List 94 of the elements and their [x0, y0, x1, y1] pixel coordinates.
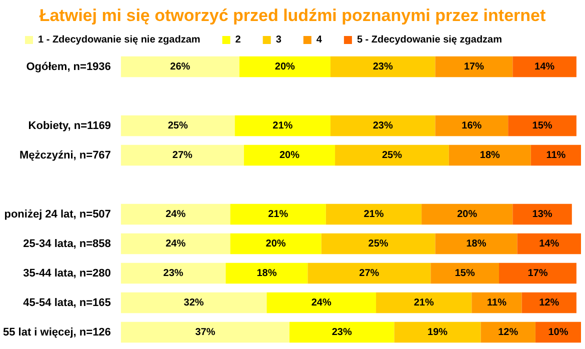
bar: [120, 115, 235, 136]
y-tick-label: Kobiety, n=1169: [28, 120, 111, 132]
bar: [226, 262, 308, 284]
data-label: 27%: [172, 150, 193, 161]
bar: [230, 204, 326, 225]
bar: [326, 204, 422, 225]
bar: [266, 292, 376, 314]
chart-title: Łatwiej mi się otworzyć przed ludźmi poznanymi przez internet: [39, 6, 546, 25]
data-label: 15%: [454, 268, 475, 279]
bar: [522, 292, 576, 314]
data-label: 20%: [266, 238, 286, 250]
y-tick-label: 55 lat i więcej, n=126: [2, 326, 111, 338]
data-label: 21%: [364, 208, 384, 220]
bar: [394, 322, 481, 343]
y-tick-label: Mężczyźni, n=767: [20, 149, 111, 162]
bar: [530, 144, 581, 166]
bar: [289, 322, 394, 343]
data-label: 24%: [166, 238, 186, 250]
data-label: 37%: [195, 326, 216, 338]
data-label: 21%: [414, 297, 434, 308]
bar: [244, 144, 336, 166]
bar: [517, 233, 581, 254]
data-label: 25%: [168, 120, 188, 132]
data-label: 17%: [464, 61, 484, 72]
bar: [448, 144, 531, 166]
data-label: 24%: [311, 297, 332, 308]
data-label: 32%: [184, 297, 204, 308]
bar: [480, 322, 536, 343]
bar: [120, 233, 230, 254]
bar: [472, 292, 522, 314]
data-label: 23%: [332, 326, 352, 338]
data-label: 25%: [382, 150, 402, 161]
data-label: 23%: [372, 61, 393, 72]
bar: [335, 144, 449, 166]
data-label: 20%: [274, 61, 296, 72]
data-label: 11%: [546, 150, 566, 161]
data-label: 13%: [532, 208, 552, 220]
y-tick-label: Ogółem, n=1936: [26, 60, 111, 73]
data-label: 14%: [534, 61, 555, 72]
bar: [120, 56, 240, 78]
bar: [234, 115, 330, 136]
data-label: 12%: [539, 297, 560, 308]
data-label: 25%: [368, 238, 388, 250]
bar: [535, 322, 581, 343]
data-label: 18%: [256, 268, 277, 279]
data-label: 27%: [359, 268, 380, 279]
bar: [120, 322, 290, 343]
bar: [120, 204, 230, 225]
data-label: 23%: [163, 268, 184, 279]
data-label: 14%: [539, 238, 560, 250]
data-label: 21%: [272, 120, 293, 132]
y-tick-label: 35-44 lata, n=280: [23, 267, 111, 280]
data-label: 16%: [462, 120, 482, 132]
data-label: 17%: [528, 268, 548, 279]
legend-label: 1 - Zdecydowanie się nie zgadzam: [38, 34, 200, 46]
data-label: 23%: [372, 120, 393, 132]
bar: [230, 233, 322, 254]
bar: [435, 56, 513, 78]
bar: [239, 56, 330, 78]
bar: [120, 262, 226, 284]
data-label: 18%: [466, 238, 486, 250]
data-label: 19%: [428, 326, 448, 338]
legend-label: 3: [276, 34, 282, 46]
legend-label: 2: [235, 34, 242, 46]
y-tick-label: 25-34 lata, n=858: [23, 238, 111, 250]
bar: [512, 56, 576, 78]
data-label: 11%: [486, 297, 507, 308]
data-label: 18%: [480, 150, 500, 161]
bar: [499, 262, 576, 284]
bar: [435, 233, 518, 254]
legend-label: 4: [316, 34, 322, 46]
bar: [435, 115, 508, 136]
bar: [512, 204, 572, 225]
bar: [508, 115, 576, 136]
bar: [120, 292, 267, 314]
legend-label: 5 - Zdecydowanie się zgadzam: [356, 34, 502, 46]
bar: [330, 56, 436, 78]
data-label: 21%: [268, 208, 288, 220]
y-tick-label: 45-54 lata, n=165: [23, 296, 111, 309]
bar: [308, 262, 431, 284]
y-tick-label: poniżej 24 lat, n=507: [4, 208, 111, 220]
bar: [321, 233, 436, 254]
bar: [330, 115, 436, 136]
data-label: 20%: [457, 208, 478, 220]
data-label: 15%: [532, 120, 552, 132]
data-label: 24%: [166, 208, 186, 220]
bar: [422, 204, 513, 225]
data-label: 10%: [548, 326, 568, 338]
bar: [376, 292, 472, 314]
data-label: 12%: [498, 326, 518, 338]
bar: [430, 262, 500, 284]
data-label: 20%: [279, 150, 300, 161]
bar: [120, 144, 244, 166]
data-label: 26%: [170, 61, 190, 72]
